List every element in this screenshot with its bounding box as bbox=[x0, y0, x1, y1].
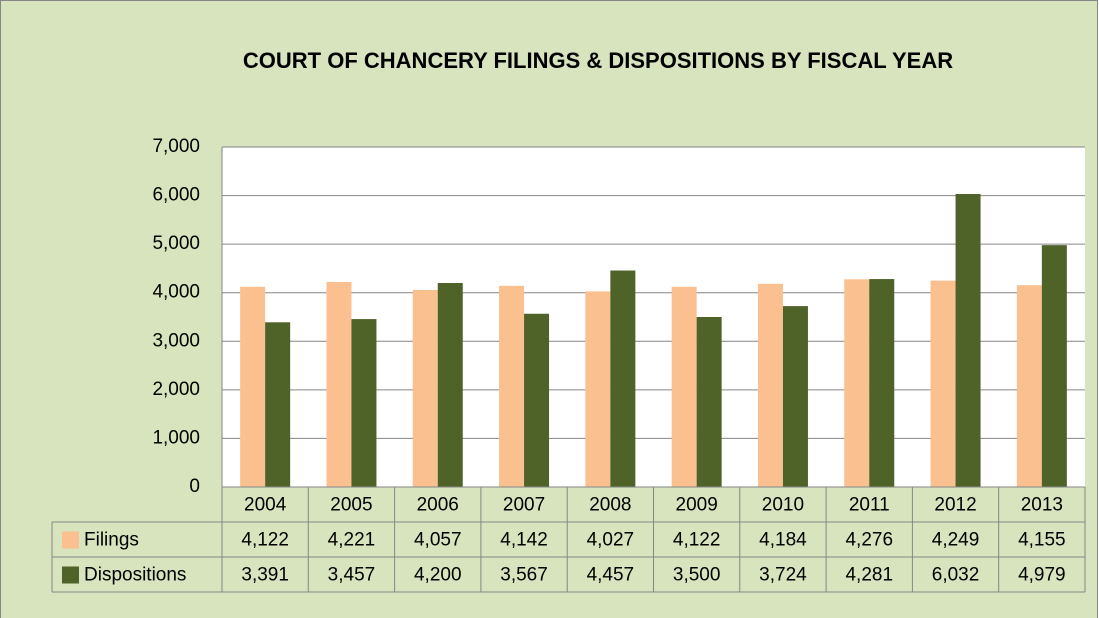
table-value: 4,122 bbox=[673, 530, 721, 551]
table-value: 4,457 bbox=[587, 565, 635, 586]
y-tick-label: 2,000 bbox=[152, 379, 200, 400]
table-value: 6,032 bbox=[932, 565, 980, 586]
bar bbox=[757, 283, 783, 487]
bar bbox=[782, 306, 808, 487]
bar bbox=[844, 279, 870, 487]
bar bbox=[351, 319, 377, 487]
table-value: 4,184 bbox=[759, 530, 807, 551]
bar bbox=[610, 270, 636, 487]
legend-label: Filings bbox=[84, 530, 139, 551]
bar bbox=[671, 286, 697, 487]
bar bbox=[1041, 245, 1067, 487]
legend-key bbox=[62, 531, 79, 549]
legend-label: Dispositions bbox=[84, 565, 186, 586]
x-tick-label: 2007 bbox=[503, 495, 545, 516]
x-tick-label: 2008 bbox=[589, 495, 631, 516]
table-value: 3,567 bbox=[500, 565, 548, 586]
chart-title: COURT OF CHANCERY FILINGS & DISPOSITIONS… bbox=[243, 48, 953, 73]
table-value: 3,500 bbox=[673, 565, 721, 586]
x-tick-label: 2010 bbox=[762, 495, 804, 516]
y-tick-label: 4,000 bbox=[152, 282, 200, 303]
table-value: 4,027 bbox=[587, 530, 635, 551]
table-value: 3,724 bbox=[759, 565, 807, 586]
y-tick-label: 6,000 bbox=[152, 185, 200, 206]
bar bbox=[930, 280, 956, 487]
y-tick-label: 1,000 bbox=[152, 427, 200, 448]
table-value: 4,979 bbox=[1018, 565, 1066, 586]
y-tick-label: 7,000 bbox=[152, 136, 200, 157]
table-value: 4,155 bbox=[1018, 530, 1066, 551]
bar bbox=[955, 194, 981, 487]
table-value: 4,057 bbox=[414, 530, 462, 551]
bar bbox=[499, 285, 525, 487]
bar bbox=[696, 317, 722, 487]
x-tick-label: 2006 bbox=[417, 495, 459, 516]
y-tick-label: 5,000 bbox=[152, 233, 200, 254]
y-tick-label: 0 bbox=[189, 476, 200, 497]
table-value: 4,200 bbox=[414, 565, 462, 586]
table-value: 3,457 bbox=[328, 565, 376, 586]
bar bbox=[265, 322, 291, 487]
x-tick-label: 2012 bbox=[934, 495, 976, 516]
table-value: 4,221 bbox=[328, 530, 376, 551]
legend-key bbox=[62, 566, 79, 584]
bar bbox=[1016, 285, 1042, 487]
bar bbox=[326, 281, 352, 487]
bar bbox=[585, 291, 611, 487]
x-tick-label: 2013 bbox=[1021, 495, 1063, 516]
bar bbox=[240, 286, 266, 487]
table-value: 4,281 bbox=[845, 565, 893, 586]
x-tick-label: 2004 bbox=[244, 495, 287, 516]
table-value: 4,276 bbox=[845, 530, 893, 551]
x-tick-label: 2009 bbox=[676, 495, 718, 516]
x-tick-label: 2011 bbox=[849, 495, 890, 516]
bar bbox=[437, 283, 463, 487]
table-value: 4,122 bbox=[241, 530, 289, 551]
table-value: 3,391 bbox=[241, 565, 289, 586]
x-tick-label: 2005 bbox=[330, 495, 372, 516]
y-tick-label: 3,000 bbox=[152, 330, 200, 351]
table-value: 4,142 bbox=[500, 530, 548, 551]
table-value: 4,249 bbox=[932, 530, 980, 551]
bar bbox=[524, 313, 550, 487]
bar bbox=[412, 289, 438, 487]
bar bbox=[869, 279, 895, 487]
